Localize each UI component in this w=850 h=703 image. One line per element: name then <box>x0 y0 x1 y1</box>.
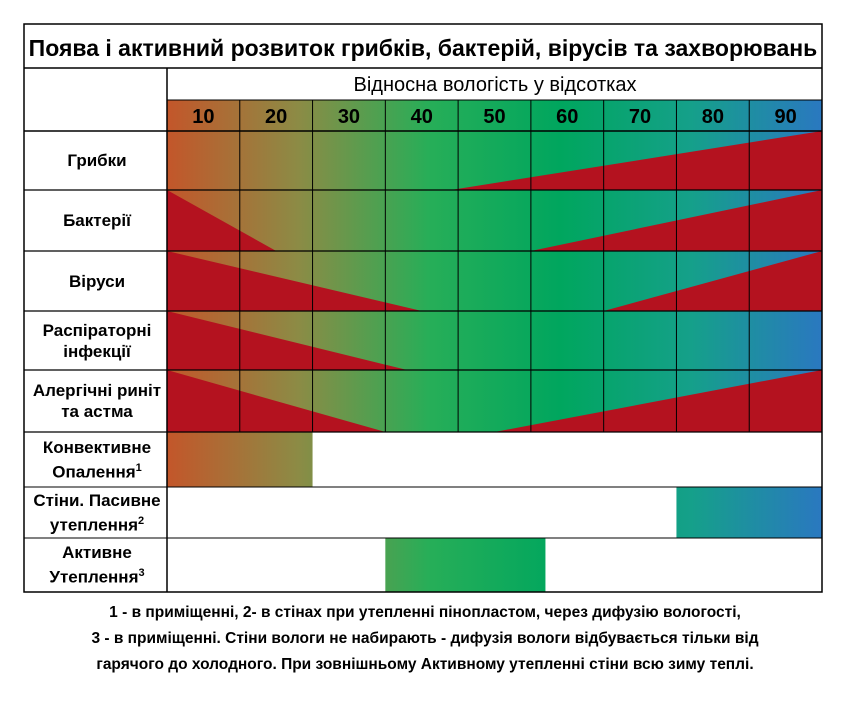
tick-label: 70 <box>629 106 651 128</box>
chart-title: Поява і активний розвиток грибків, бакте… <box>29 35 818 61</box>
falling-triangle <box>167 311 408 370</box>
footnote-line-2: 3 - в приміщенні. Стіни вологи не набира… <box>91 630 759 647</box>
axis-title: Відносна вологість у відсотках <box>354 74 637 96</box>
row-label-text: Бактерії <box>63 211 131 230</box>
falling-triangle <box>167 190 277 251</box>
humidity-chart: Поява і активний розвиток грибків, бакте… <box>23 23 823 593</box>
tick-label: 50 <box>483 106 505 128</box>
tick-label: 40 <box>411 106 433 128</box>
row-label-text: Распіраторні інфекції <box>42 320 152 361</box>
row-label: Конвективне Опалення1 <box>24 432 170 487</box>
text-layer: Поява і активний розвиток грибків, бакте… <box>29 35 818 128</box>
row-label: Алергічні риніт та астма <box>24 370 170 432</box>
heating-band <box>676 487 822 538</box>
row-label: Бактерії <box>24 190 170 251</box>
outer-border <box>23 23 823 593</box>
rising-triangle <box>450 131 822 190</box>
row-label-text: Алергічні риніт та астма <box>32 381 162 421</box>
row-label: Активне Утеплення3 <box>24 538 170 592</box>
grid-layer <box>23 23 823 593</box>
tick-label: 60 <box>556 106 578 128</box>
row-label-footnote-mark: 2 <box>138 514 145 527</box>
tick-label: 90 <box>774 106 796 128</box>
row-label-text: Грибки <box>67 151 127 170</box>
tick-label: 80 <box>702 106 724 128</box>
row-label: Стіни. Пасивне утеплення2 <box>24 487 170 538</box>
row-label: Распіраторні інфекції <box>24 311 170 370</box>
tick-label: 10 <box>192 106 214 128</box>
falling-triangle <box>167 370 386 432</box>
row-label-text: Віруси <box>68 271 126 291</box>
rising-triangle <box>603 251 822 311</box>
heating-band <box>167 432 313 487</box>
falling-triangle <box>167 251 422 311</box>
row-label-footnote-mark: 3 <box>138 567 145 580</box>
rising-triangle <box>494 370 822 432</box>
footnote: 1 - в приміщенні, 2- в стінах при утепле… <box>10 600 840 678</box>
row-label: Віруси <box>24 251 170 311</box>
tick-label: 20 <box>265 106 287 128</box>
row-label: Грибки <box>24 131 170 190</box>
row-label-text: Активне Утеплення3 <box>49 543 145 587</box>
tick-label: 30 <box>338 106 360 128</box>
footnote-line-1: 1 - в приміщенні, 2- в стінах при утепле… <box>109 604 741 621</box>
footnote-line-3: гарячого до холодного. При зовнішньому А… <box>96 656 754 673</box>
row-label-text: Стіни. Пасивне утеплення2 <box>33 490 161 535</box>
row-label-footnote-mark: 1 <box>135 461 142 474</box>
row-label-text: Конвективне Опалення1 <box>42 437 152 482</box>
heating-band <box>385 538 546 592</box>
